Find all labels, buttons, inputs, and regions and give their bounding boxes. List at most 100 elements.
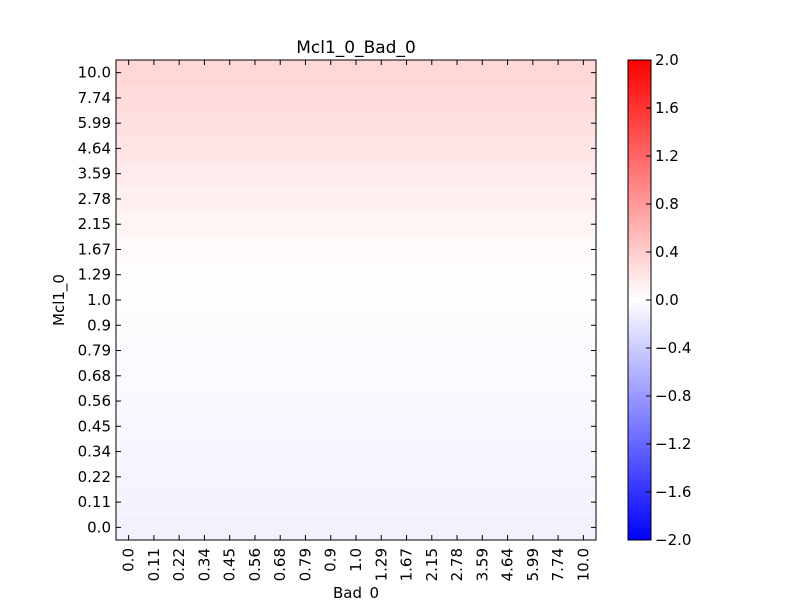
heatmap-cell: [368, 464, 395, 491]
colorbar-tick-label: 1.2: [655, 147, 679, 165]
heatmap-cell: [166, 312, 193, 339]
heatmap-cell: [419, 85, 446, 112]
y-tick-label: 4.64: [78, 139, 111, 157]
heatmap-cell: [343, 262, 370, 288]
heatmap-cell: [217, 236, 243, 263]
heatmap-cell: [393, 438, 420, 465]
heatmap-cell: [520, 438, 547, 465]
heatmap-cell: [469, 489, 496, 516]
heatmap-cell: [494, 161, 521, 187]
y-tick-label: 5.99: [78, 114, 111, 132]
heatmap-cell: [343, 363, 370, 390]
x-tick-label: 0.0: [120, 548, 138, 572]
heatmap-cell: [494, 337, 521, 364]
heatmap-cell: [368, 312, 395, 339]
heatmap-cell: [217, 337, 243, 364]
heatmap-cell: [267, 85, 294, 112]
heatmap-cell: [520, 388, 547, 415]
x-axis-ticks: 0.0 0.11 0.22 0.34 0.45 0.56 0.68 0.79 0.9 1.0 1.2…: [120, 60, 592, 581]
heatmap-cell: [343, 287, 370, 314]
y-tick-label: 1.0: [87, 291, 111, 309]
heatmap-cell: [292, 161, 319, 187]
heatmap-cell: [141, 287, 168, 314]
colorbar-tick-label: −2.0: [655, 531, 691, 549]
heatmap-cell: [494, 464, 521, 491]
heatmap-cell: [191, 110, 218, 137]
heatmap-cell: [267, 438, 294, 465]
x-tick-label: 2.78: [448, 548, 466, 581]
heatmap-cell: [520, 363, 547, 390]
heatmap-cell: [292, 287, 319, 314]
heatmap-cell: [292, 363, 319, 390]
heatmap-cell: [141, 186, 168, 213]
heatmap-cell: [368, 413, 395, 440]
heatmap-cell: [318, 262, 344, 288]
heatmap-cell: [318, 363, 344, 390]
heatmap-cell: [419, 388, 446, 415]
heatmap-cell: [419, 211, 446, 238]
heatmap-cell: [343, 489, 370, 516]
heatmap-cell: [419, 337, 446, 364]
heatmap-cell: [191, 337, 218, 364]
heatmap-cell: [520, 489, 547, 516]
heatmap-cell: [242, 363, 269, 390]
heatmap-cell: [520, 161, 547, 187]
heatmap-cell: [343, 464, 370, 491]
heatmap-cell: [166, 186, 193, 213]
heatmap-cell: [419, 312, 446, 339]
chart-title: Mcl1_0_Bad_0: [296, 38, 416, 58]
heatmap-cell: [469, 211, 496, 238]
heatmap-cell: [267, 363, 294, 390]
heatmap-cell: [292, 438, 319, 465]
heatmap-cell: [368, 211, 395, 238]
heatmap-cell: [368, 110, 395, 137]
heatmap-cell: [242, 110, 269, 137]
heatmap-cell: [141, 236, 168, 263]
colorbar-tick-label: −1.2: [655, 435, 691, 453]
heatmap-cell: [292, 312, 319, 339]
heatmap-cell: [393, 262, 420, 288]
heatmap-cell: [166, 135, 193, 162]
heatmap-cell: [242, 135, 269, 162]
heatmap-cell: [318, 186, 344, 213]
y-tick-label: 1.29: [78, 266, 111, 284]
heatmap-cell: [368, 262, 395, 288]
heatmap-cell: [393, 135, 420, 162]
x-tick-label: 1.0: [347, 548, 365, 572]
heatmap-cell: [545, 135, 572, 162]
heatmap-cell: [469, 312, 496, 339]
heatmap-cell: [469, 464, 496, 491]
heatmap-cell: [520, 236, 547, 263]
heatmap-cell: [444, 337, 471, 364]
colorbar-tick-label: 0.0: [655, 291, 679, 309]
heatmap-cell: [444, 186, 471, 213]
heatmap-cell: [368, 489, 395, 516]
heatmap-cell: [494, 211, 521, 238]
x-tick-label: 0.45: [221, 548, 239, 581]
heatmap-cell: [494, 489, 521, 516]
heatmap-cell: [292, 135, 319, 162]
heatmap-cell: [469, 135, 496, 162]
heatmap-cell: [141, 337, 168, 364]
heatmap-cell: [267, 161, 294, 187]
heatmap-cell: [191, 262, 218, 288]
heatmap-cell: [217, 262, 243, 288]
heatmap-cell: [494, 388, 521, 415]
heatmap-cell: [444, 363, 471, 390]
heatmap-cell: [242, 438, 269, 465]
heatmap-cell: [444, 388, 471, 415]
heatmap-cell: [419, 110, 446, 137]
heatmap-cell: [292, 262, 319, 288]
heatmap-cell: [267, 287, 294, 314]
heatmap-cell: [242, 287, 269, 314]
heatmap-cell: [191, 312, 218, 339]
colorbar-tick-label: −1.6: [655, 483, 691, 501]
colorbar-tick-label: −0.8: [655, 387, 691, 405]
x-tick-label: 1.29: [372, 548, 390, 581]
heatmap-cell: [292, 337, 319, 364]
heatmap-cell: [545, 211, 572, 238]
heatmap-cell: [419, 489, 446, 516]
heatmap-cell: [393, 287, 420, 314]
heatmap-cell: [393, 211, 420, 238]
